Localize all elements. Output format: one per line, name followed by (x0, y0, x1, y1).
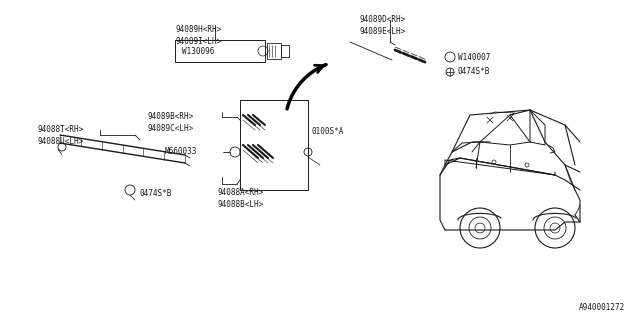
Bar (240, 100, 308, 190)
Text: W130096: W130096 (182, 46, 214, 55)
Text: W140007: W140007 (458, 52, 490, 61)
Text: 94089D<RH>
94089E<LH>: 94089D<RH> 94089E<LH> (360, 15, 406, 36)
Text: 94089H<RH>
94089I<LH>: 94089H<RH> 94089I<LH> (175, 25, 221, 46)
Text: 94088T<RH>
94088U<LH>: 94088T<RH> 94088U<LH> (38, 125, 84, 146)
Text: 0100S*A: 0100S*A (312, 127, 344, 137)
Bar (281, 45, 289, 57)
Bar (175, 40, 265, 62)
Text: 0474S*B: 0474S*B (140, 188, 172, 197)
Bar (267, 43, 281, 59)
Text: A940001272: A940001272 (579, 303, 625, 312)
Text: 0474S*B: 0474S*B (458, 68, 490, 76)
Text: 94089B<RH>
94089C<LH>: 94089B<RH> 94089C<LH> (148, 112, 195, 133)
Text: 94088A<RH>
94088B<LH>: 94088A<RH> 94088B<LH> (218, 188, 264, 209)
Text: M660033: M660033 (165, 148, 197, 156)
